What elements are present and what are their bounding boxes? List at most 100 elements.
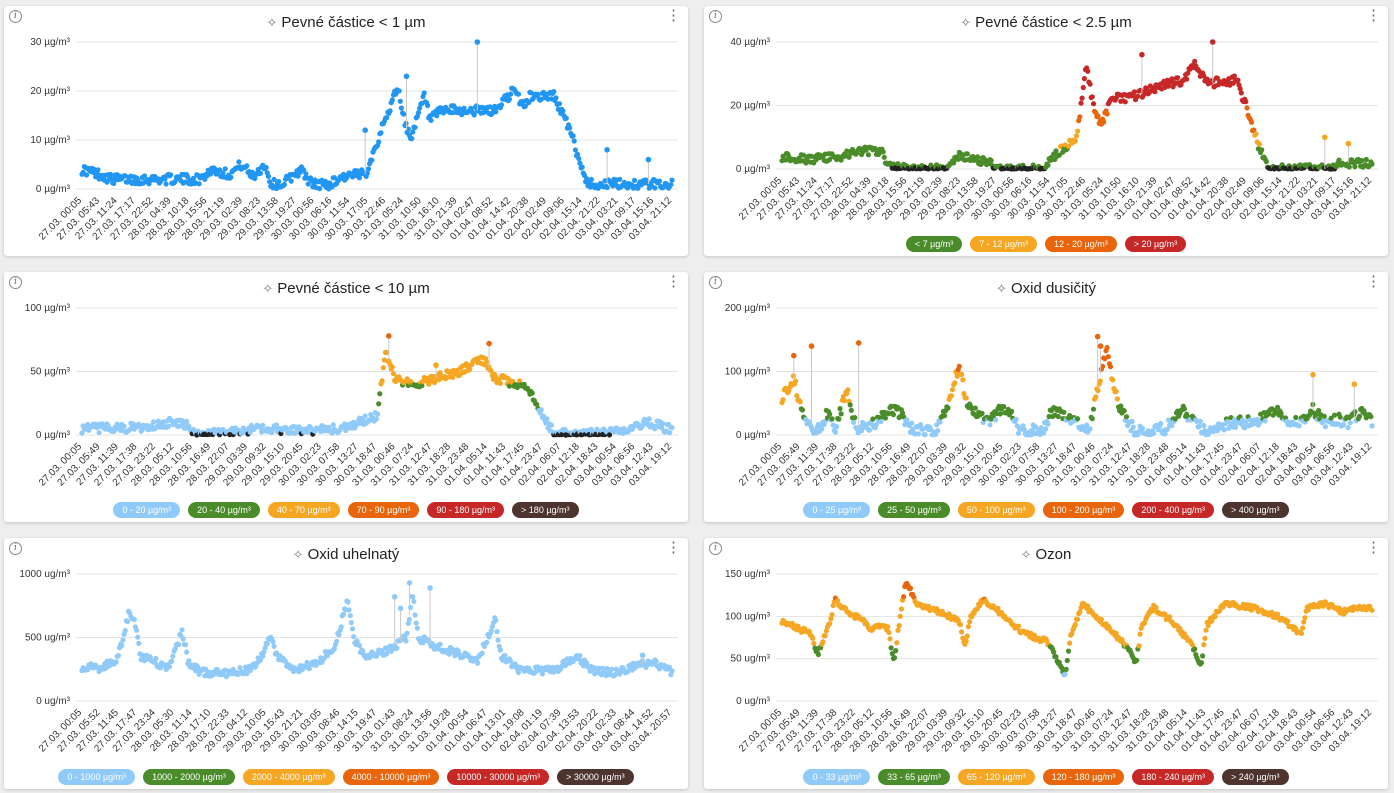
more-vertical-icon[interactable]: ⋮ — [666, 7, 681, 24]
data-point — [379, 378, 385, 384]
data-point — [1322, 424, 1328, 430]
data-point — [588, 176, 594, 183]
legend-item[interactable]: 200 - 400 µg/m³ — [1132, 502, 1215, 518]
y-tick-label: 40 µg/m³ — [730, 37, 770, 48]
legend-item[interactable]: 0 - 20 µg/m³ — [113, 502, 181, 518]
sparkle-icon: ✧ — [1020, 547, 1032, 562]
legend-item[interactable]: 10000 - 30000 µg/m³ — [447, 769, 550, 785]
data-point — [1142, 620, 1148, 626]
data-point — [305, 181, 311, 187]
data-point — [1104, 111, 1110, 117]
legend-item[interactable]: 180 - 240 µg/m³ — [1132, 769, 1215, 785]
data-point — [872, 145, 878, 152]
legend-item[interactable]: 90 - 180 µg/m³ — [427, 502, 505, 518]
data-point — [136, 640, 142, 646]
legend-item[interactable]: > 180 µg/m³ — [512, 502, 579, 518]
data-point — [535, 91, 541, 97]
more-vertical-icon[interactable]: ⋮ — [1366, 273, 1381, 290]
data-point — [387, 108, 393, 114]
legend-item[interactable]: 65 - 120 µg/m³ — [957, 769, 1035, 785]
data-point — [819, 426, 825, 432]
legend-item[interactable]: 100 - 200 µg/m³ — [1042, 502, 1125, 518]
data-point — [419, 383, 425, 389]
legend-item[interactable]: 4000 - 10000 µg/m³ — [342, 769, 440, 785]
chart-title: ✧ Pevné částice < 2.5 µm — [704, 14, 1388, 31]
data-point — [1075, 616, 1081, 622]
info-icon[interactable]: i — [709, 276, 722, 289]
more-vertical-icon[interactable]: ⋮ — [666, 273, 681, 290]
data-point — [901, 594, 907, 600]
data-point — [588, 426, 594, 432]
legend-item[interactable]: 0 - 1000 µg/m³ — [58, 769, 136, 785]
legend-item[interactable]: 1000 - 2000 µg/m³ — [143, 769, 235, 785]
data-point — [351, 634, 357, 640]
data-point — [964, 633, 970, 639]
data-point — [1336, 157, 1342, 163]
data-point — [1110, 377, 1116, 383]
legend-item[interactable]: 7 - 12 µg/m³ — [970, 236, 1037, 252]
legend-item[interactable]: 33 - 65 µg/m³ — [878, 769, 950, 785]
chart-card-pm10: i ⋮ ✧ Pevné částice < 10 µm 0 µg/m³ 50 µg/m³ 1… — [4, 272, 688, 522]
data-point — [901, 414, 907, 420]
y-tick-label: 100 ug/m³ — [725, 611, 771, 622]
data-point — [1192, 58, 1198, 64]
info-icon[interactable]: i — [709, 542, 722, 555]
legend-item[interactable]: 40 - 70 µg/m³ — [267, 502, 340, 518]
data-point — [563, 432, 569, 438]
sparkle-icon: ✧ — [996, 281, 1007, 296]
data-point — [406, 616, 412, 622]
data-point — [1225, 419, 1231, 425]
data-point — [1316, 407, 1322, 414]
legend-item[interactable]: > 400 µg/m³ — [1222, 502, 1289, 518]
data-point — [376, 401, 382, 407]
legend-item[interactable]: > 20 µg/m³ — [1124, 236, 1187, 252]
data-point — [397, 605, 404, 612]
data-point — [376, 139, 382, 145]
data-point — [495, 637, 501, 643]
legend-item[interactable]: 12 - 20 µg/m³ — [1044, 236, 1117, 252]
y-tick-label: 20 µg/m³ — [730, 101, 770, 112]
data-point — [1162, 431, 1168, 437]
data-point — [270, 639, 276, 645]
info-icon[interactable]: i — [9, 276, 22, 289]
data-point — [794, 393, 800, 399]
legend-item[interactable]: 20 - 40 µg/m³ — [188, 502, 260, 518]
info-icon[interactable]: i — [709, 10, 722, 23]
sparkle-icon: ✧ — [960, 15, 972, 30]
legend-item[interactable]: 50 - 100 µg/m³ — [957, 502, 1035, 518]
info-icon[interactable]: i — [9, 542, 22, 555]
sparkle-icon: ✧ — [292, 547, 304, 562]
data-point — [1243, 99, 1249, 105]
chart-card-o3: i ⋮ ✧ Ozon 0 ug/m³ 50 ug/m³ 100 ug/m³ 150 ug/m³… — [704, 538, 1388, 789]
data-point — [1077, 609, 1083, 615]
data-point — [1078, 100, 1084, 106]
legend-item[interactable]: 70 - 90 µg/m³ — [347, 502, 420, 518]
data-point — [114, 421, 120, 427]
data-point — [797, 399, 803, 405]
legend-item[interactable]: 120 - 180 µg/m³ — [1042, 769, 1125, 785]
data-point — [426, 381, 432, 387]
more-vertical-icon[interactable]: ⋮ — [666, 539, 681, 556]
data-point — [886, 629, 892, 636]
legend-item[interactable]: < 7 µg/m³ — [905, 236, 963, 252]
legend-item[interactable]: 25 - 50 µg/m³ — [878, 502, 950, 518]
data-point — [1136, 643, 1142, 649]
data-point — [1217, 608, 1223, 614]
info-icon[interactable]: i — [9, 10, 22, 23]
legend-item[interactable]: > 240 µg/m³ — [1222, 769, 1289, 785]
data-point — [508, 658, 514, 664]
legend-item[interactable]: 0 - 33 µg/m³ — [803, 769, 871, 785]
data-point — [1118, 403, 1124, 409]
data-point — [271, 176, 277, 182]
more-vertical-icon[interactable]: ⋮ — [1366, 7, 1381, 24]
legend-item[interactable]: 0 - 25 µg/m³ — [803, 502, 871, 518]
data-point — [1331, 412, 1338, 418]
data-point — [866, 427, 873, 433]
chart-title-text: Oxid uhelnatý — [307, 546, 400, 563]
data-point — [889, 651, 895, 657]
more-vertical-icon[interactable]: ⋮ — [1366, 539, 1381, 556]
legend-item[interactable]: > 30000 µg/m³ — [557, 769, 634, 785]
legend-item[interactable]: 2000 - 4000 µg/m³ — [242, 769, 335, 785]
data-point — [881, 154, 887, 160]
